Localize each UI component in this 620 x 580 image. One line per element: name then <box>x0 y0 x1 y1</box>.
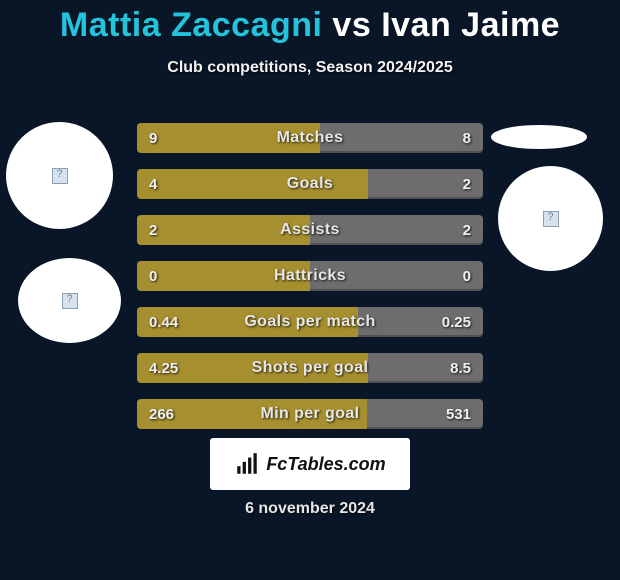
watermark: FcTables.com <box>210 438 410 490</box>
title-vs: vs <box>322 6 381 44</box>
bar-chart-icon <box>234 451 260 477</box>
image-placeholder-icon <box>52 168 68 184</box>
title-player-b: Ivan Jaime <box>381 6 560 44</box>
stat-label: Matches <box>137 123 483 153</box>
stat-label: Hattricks <box>137 261 483 291</box>
stat-bar: 98Matches <box>137 123 483 153</box>
stat-bar: 266531Min per goal <box>137 399 483 429</box>
player-a-club-avatar <box>6 122 113 229</box>
subtitle: Club competitions, Season 2024/2025 <box>0 59 620 77</box>
stat-bar: 0.440.25Goals per match <box>137 307 483 337</box>
player-a-avatar <box>18 258 121 343</box>
stat-label: Assists <box>137 215 483 245</box>
watermark-text: FcTables.com <box>266 454 385 475</box>
stat-bar: 42Goals <box>137 169 483 199</box>
stat-bar: 00Hattricks <box>137 261 483 291</box>
page-title: Mattia Zaccagni vs Ivan Jaime <box>0 0 620 45</box>
stat-label: Shots per goal <box>137 353 483 383</box>
player-b-club-badge <box>491 125 587 149</box>
date-text: 6 november 2024 <box>0 500 620 518</box>
title-player-a: Mattia Zaccagni <box>60 6 323 44</box>
stat-bar: 22Assists <box>137 215 483 245</box>
image-placeholder-icon <box>543 211 559 227</box>
stat-label: Goals <box>137 169 483 199</box>
stat-label: Goals per match <box>137 307 483 337</box>
player-b-avatar <box>498 166 603 271</box>
stat-bars-container: 98Matches 42Goals 22Assists 00Hattricks 0.44… <box>137 123 483 445</box>
stat-label: Min per goal <box>137 399 483 429</box>
image-placeholder-icon <box>62 293 78 309</box>
stat-bar: 4.258.5Shots per goal <box>137 353 483 383</box>
